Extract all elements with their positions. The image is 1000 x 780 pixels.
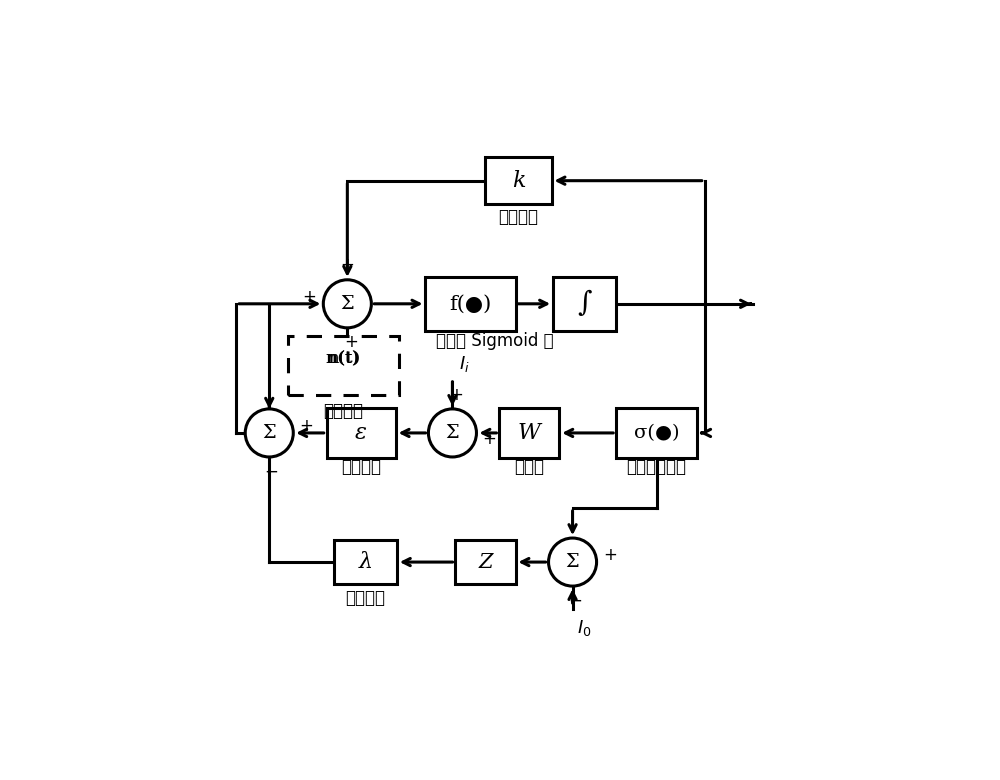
Text: Σ: Σ: [262, 424, 276, 442]
Text: n(t): n(t): [328, 350, 358, 367]
Bar: [499, 408, 559, 458]
Text: 第二个 Sigmoid 函: 第二个 Sigmoid 函: [436, 332, 553, 350]
Bar: [327, 408, 396, 458]
Text: +: +: [483, 430, 497, 448]
Text: 随机噪声: 随机噪声: [323, 402, 363, 420]
Text: f(●): f(●): [449, 294, 492, 314]
Text: ∫: ∫: [577, 290, 592, 317]
Circle shape: [245, 409, 293, 457]
Text: n(t): n(t): [325, 350, 361, 367]
Text: +: +: [449, 385, 463, 403]
Text: ε: ε: [355, 422, 367, 444]
Text: λ: λ: [358, 551, 372, 573]
Text: $I_i$: $I_i$: [459, 354, 470, 374]
Text: 衰减因子: 衰减因子: [499, 207, 539, 225]
Text: $I_0$: $I_0$: [577, 618, 592, 638]
Bar: [616, 408, 697, 458]
Text: 衰减因子: 衰减因子: [345, 589, 385, 607]
Text: Σ: Σ: [446, 424, 459, 442]
Text: Σ: Σ: [340, 295, 354, 313]
Text: −: −: [265, 463, 279, 480]
Text: 耦合因子: 耦合因子: [341, 458, 381, 476]
Text: +: +: [300, 417, 313, 434]
Text: Σ: Σ: [566, 553, 579, 571]
Bar: [485, 158, 552, 204]
Text: 权矩阵: 权矩阵: [514, 458, 544, 476]
Circle shape: [323, 280, 371, 328]
Text: σ(●): σ(●): [634, 424, 679, 442]
Bar: [553, 277, 616, 331]
Circle shape: [549, 538, 597, 586]
Bar: [425, 277, 516, 331]
Text: +: +: [603, 546, 617, 564]
Text: −: −: [568, 591, 582, 609]
Text: +: +: [340, 257, 354, 275]
Bar: [455, 541, 516, 583]
Bar: [334, 541, 397, 583]
Text: W: W: [518, 422, 541, 444]
Text: Z: Z: [478, 552, 493, 572]
Text: +: +: [344, 333, 358, 351]
Circle shape: [428, 409, 476, 457]
Text: 迟滞激活函数: 迟滞激活函数: [627, 458, 687, 476]
Bar: [288, 335, 399, 395]
Text: k: k: [512, 170, 525, 192]
Text: +: +: [302, 288, 316, 306]
